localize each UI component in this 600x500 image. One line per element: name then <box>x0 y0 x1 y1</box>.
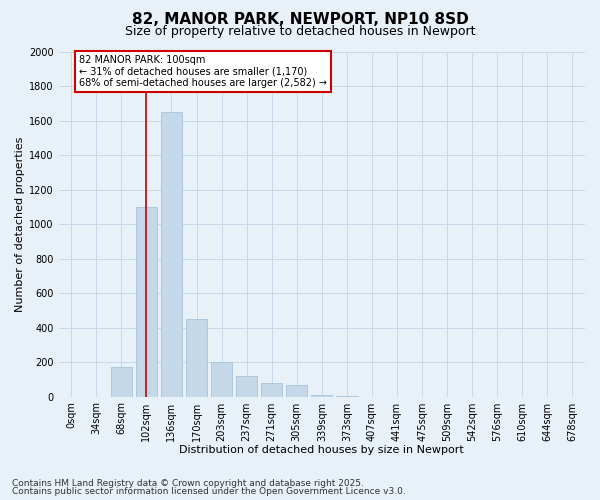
Bar <box>236 376 257 396</box>
Bar <box>110 368 132 396</box>
Bar <box>211 362 232 396</box>
Bar <box>311 395 332 396</box>
Y-axis label: Number of detached properties: Number of detached properties <box>15 136 25 312</box>
Bar <box>161 112 182 397</box>
Text: 82 MANOR PARK: 100sqm
← 31% of detached houses are smaller (1,170)
68% of semi-d: 82 MANOR PARK: 100sqm ← 31% of detached … <box>79 55 327 88</box>
Bar <box>286 384 307 396</box>
Text: Size of property relative to detached houses in Newport: Size of property relative to detached ho… <box>125 25 475 38</box>
Text: Contains HM Land Registry data © Crown copyright and database right 2025.: Contains HM Land Registry data © Crown c… <box>12 478 364 488</box>
Bar <box>186 319 207 396</box>
X-axis label: Distribution of detached houses by size in Newport: Distribution of detached houses by size … <box>179 445 464 455</box>
Text: Contains public sector information licensed under the Open Government Licence v3: Contains public sector information licen… <box>12 487 406 496</box>
Text: 82, MANOR PARK, NEWPORT, NP10 8SD: 82, MANOR PARK, NEWPORT, NP10 8SD <box>131 12 469 28</box>
Bar <box>261 383 283 396</box>
Bar <box>136 207 157 396</box>
